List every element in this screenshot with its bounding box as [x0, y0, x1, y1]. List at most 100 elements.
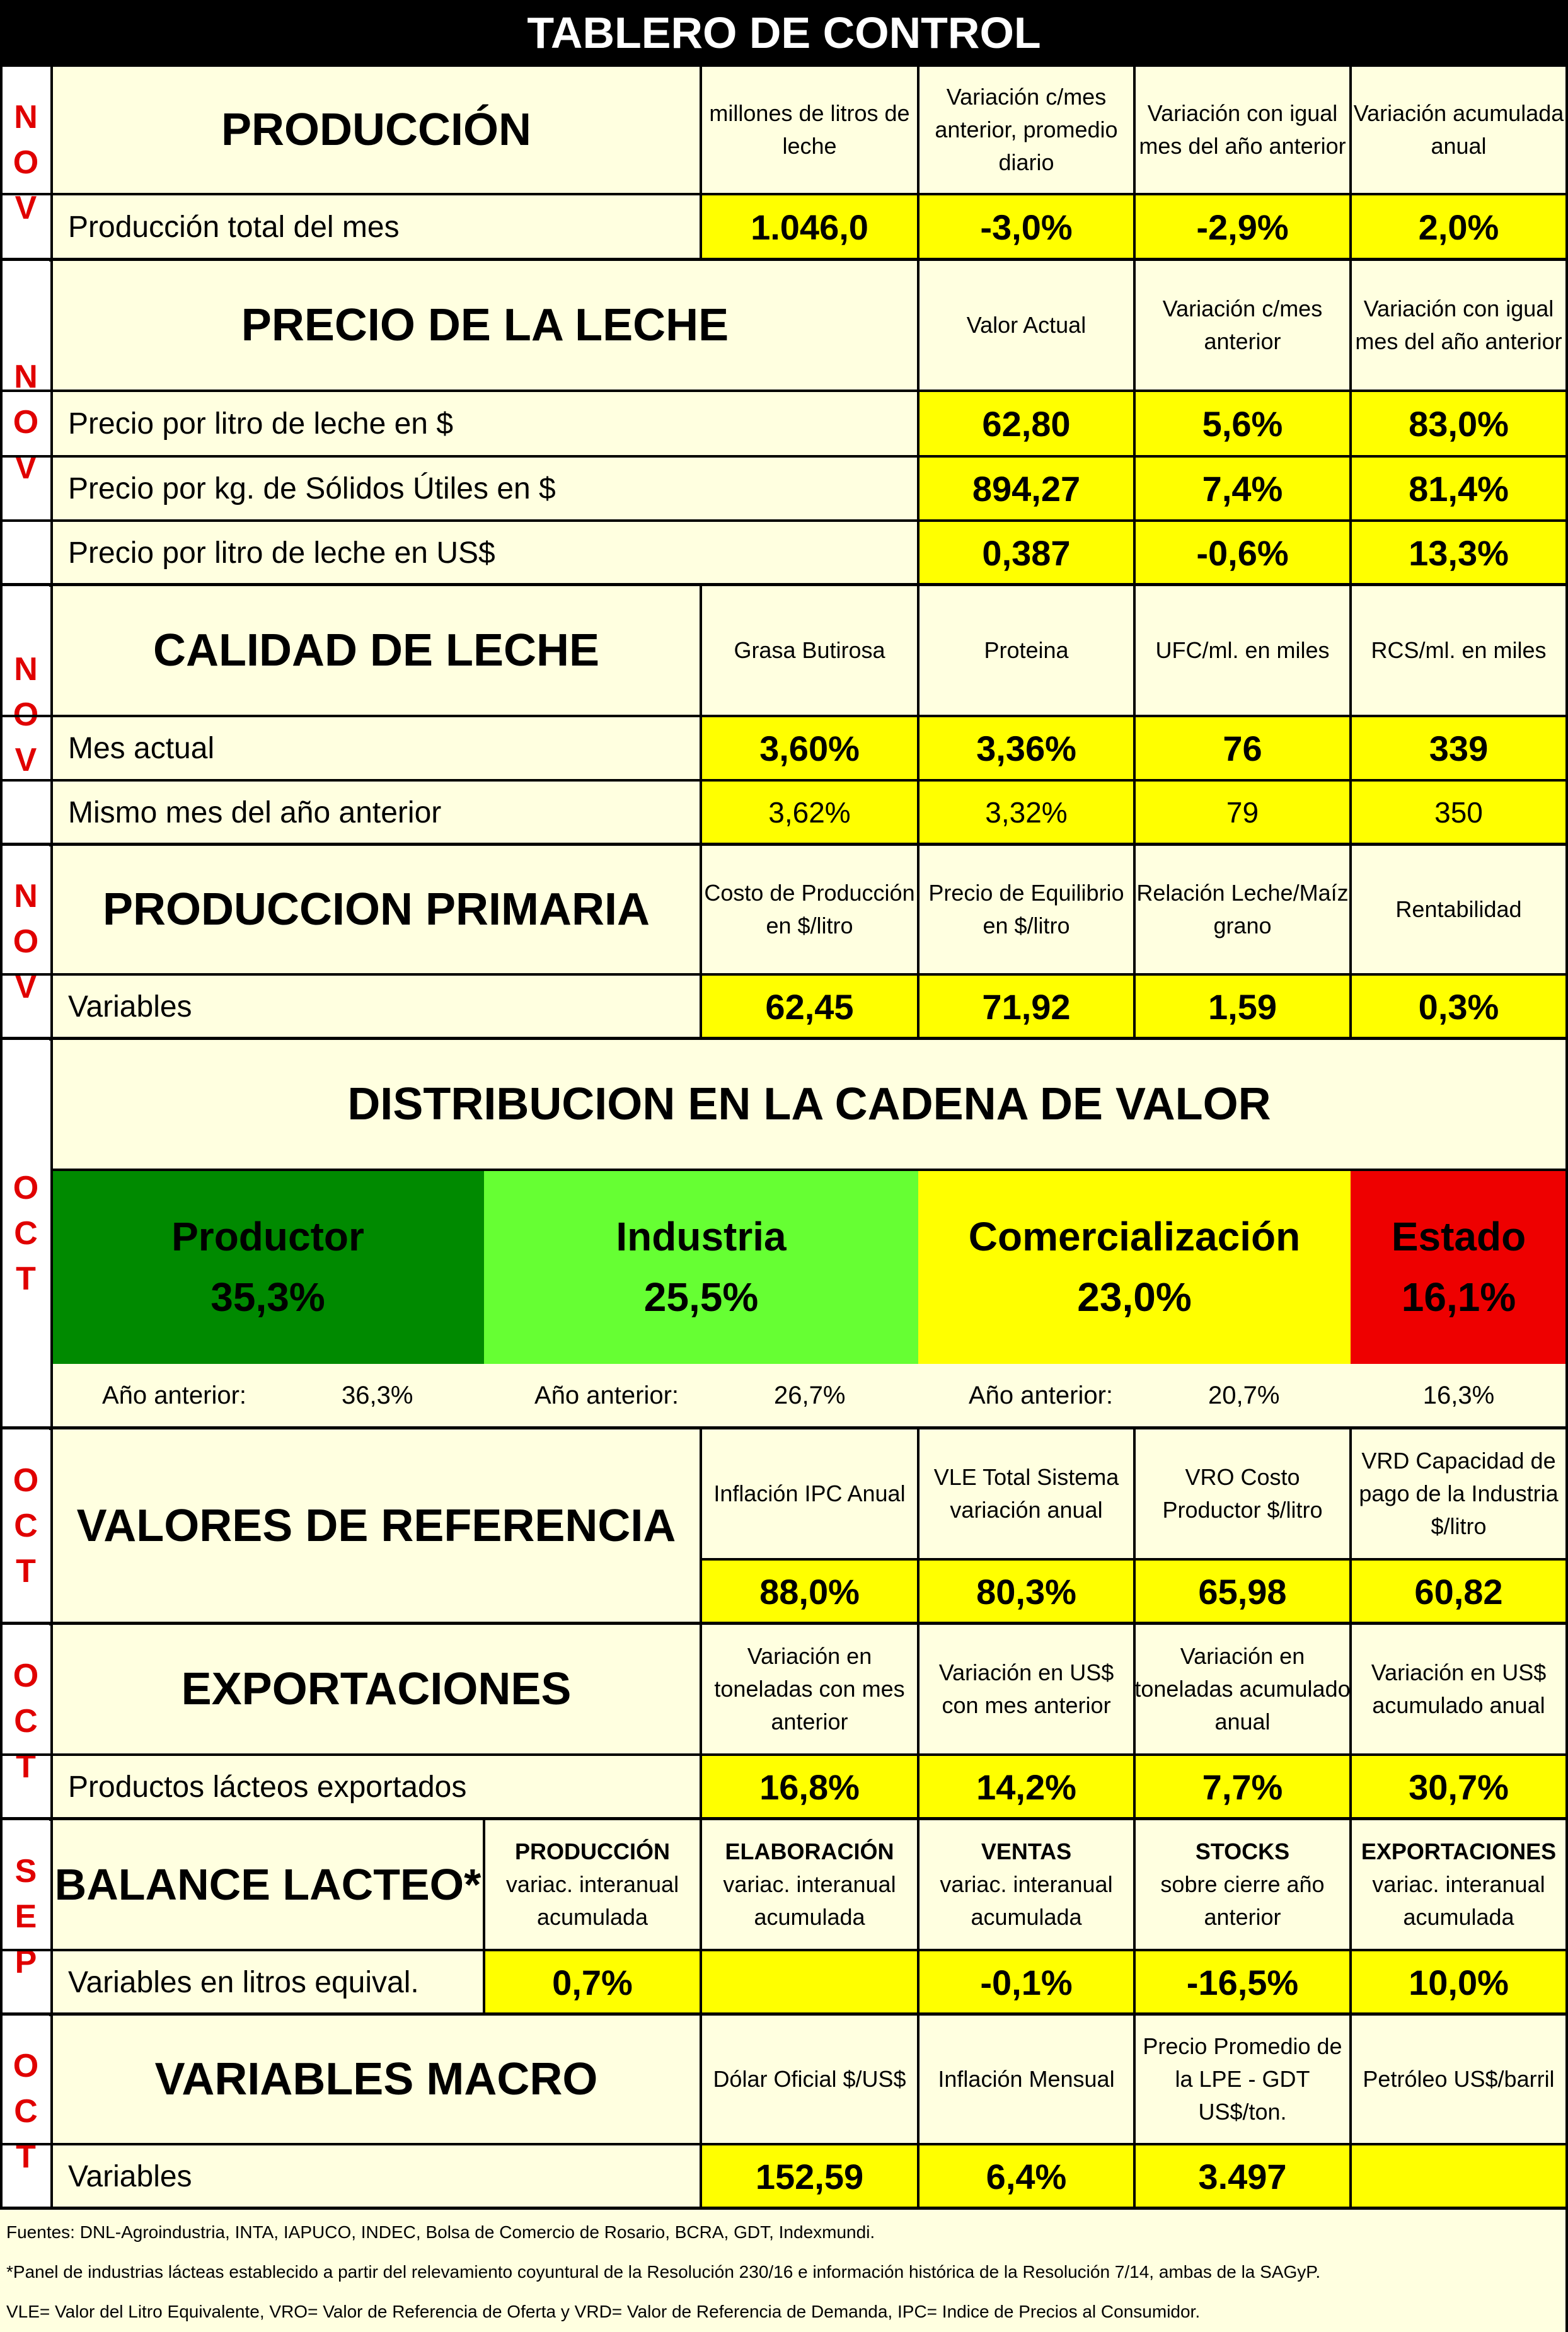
value-cell: 10,0%	[1351, 1950, 1567, 2014]
column-header: Variación en toneladas acumulado anual	[1134, 1624, 1351, 1755]
value-cell: 7,7%	[1134, 1755, 1351, 1819]
value-cell: 16,8%	[701, 1755, 918, 1819]
month-letter: V	[14, 449, 37, 486]
footnote: VLE= Valor del Litro Equivalente, VRO= V…	[6, 2302, 1201, 2321]
grid-line-v	[50, 1428, 53, 1624]
segment-name: Estado	[1391, 1214, 1526, 1259]
value-cell: 3,60%	[701, 716, 918, 780]
month-letter: O	[13, 1462, 39, 1499]
value-chain-segment: Industria 25,5%	[484, 1170, 918, 1364]
grid-line-v	[0, 0, 3, 2208]
grid-line-v	[1565, 585, 1568, 845]
section-title: PRODUCCIÓN	[52, 66, 701, 194]
column-header: Costo de Producción en $/litro	[701, 845, 918, 974]
value-cell: 3,32%	[918, 780, 1134, 845]
row-label: Mes actual	[52, 716, 701, 780]
month-letter: V	[14, 742, 37, 778]
grid-line-v	[917, 66, 919, 260]
column-header: Precio Promedio de la LPE - GDT US$/ton.	[1134, 2014, 1351, 2144]
month-letter: T	[16, 1553, 36, 1590]
column-header: VENTAS variac. interanual acumulada	[918, 1819, 1134, 1950]
column-header: Proteina	[918, 585, 1134, 716]
grid-line-v	[1133, 845, 1136, 1039]
value-cell: 30,7%	[1351, 1755, 1567, 1819]
row-label: Variables en litros equival.	[52, 1950, 484, 2014]
row-label: Productos lácteos exportados	[52, 1755, 701, 1819]
column-header: PRODUCCIÓN variac. interanual acumulada	[484, 1819, 701, 1950]
value-cell: 81,4%	[1351, 456, 1567, 521]
value-cell: 76	[1134, 716, 1351, 780]
column-header: Variación con igual mes del año anterior	[1351, 260, 1567, 391]
column-header: Petróleo US$/barril	[1351, 2014, 1567, 2144]
segment-name: Industria	[616, 1214, 787, 1259]
value-cell: 152,59	[701, 2144, 918, 2208]
board-title: TABLERO DE CONTROL	[0, 0, 1568, 66]
grid-line-v	[1133, 66, 1136, 260]
month-letter: N	[14, 359, 38, 395]
row-label: Precio por litro de leche en $	[52, 391, 918, 456]
grid-line-v	[1565, 845, 1568, 1039]
month-letter: C	[14, 1215, 38, 1252]
footer	[0, 2210, 1568, 2332]
column-header-subtitle: variac. interanual acumulada	[723, 1871, 896, 1930]
grid-line-v	[1349, 585, 1352, 845]
grid-line-v	[1133, 260, 1136, 585]
grid-line-v	[483, 1819, 485, 2014]
value-cell: 350	[1351, 780, 1567, 845]
month-letter: O	[13, 2048, 39, 2084]
segment-name: Comercialización	[968, 1214, 1301, 1259]
value-cell: 62,45	[701, 974, 918, 1039]
column-header-title: ELABORACIÓN	[725, 1838, 894, 1864]
segment-name: Productor	[171, 1214, 364, 1259]
grid-line-v	[1565, 1039, 1568, 1428]
footnote: Fuentes: DNL-Agroindustria, INTA, IAPUCO…	[6, 2222, 875, 2242]
prev-year-cell	[484, 1364, 918, 1428]
value-chain-segment: Comercialización 23,0%	[918, 1170, 1351, 1364]
grid-line-h	[0, 1037, 1568, 1040]
row-label: Variables	[52, 2144, 701, 2208]
value-cell: 65,98	[1134, 1559, 1351, 1624]
column-header: RCS/ml. en miles	[1351, 585, 1567, 716]
value-chain-segment: Estado 16,1%	[1351, 1170, 1567, 1364]
grid-line-h	[0, 1949, 1568, 1951]
grid-line-h	[0, 715, 1568, 717]
grid-line-v	[1133, 2014, 1136, 2208]
column-header: millones de litros de leche	[701, 66, 918, 194]
column-header: Inflación Mensual	[918, 2014, 1134, 2144]
month-letter: V	[14, 969, 37, 1005]
footnote: *Panel de industrias lácteas establecido…	[6, 2262, 1321, 2282]
value-cell: 3.497	[1134, 2144, 1351, 2208]
column-header-subtitle: sobre cierre año anterior	[1160, 1871, 1325, 1930]
grid-line-v	[1565, 1819, 1568, 2014]
column-header: Variación c/mes anterior	[1134, 260, 1351, 391]
grid-line-v	[917, 1428, 919, 1624]
grid-line-h	[0, 258, 1568, 261]
value-cell: -0,6%	[1134, 521, 1351, 585]
column-header: VRO Costo Productor $/litro	[1134, 1428, 1351, 1559]
value-cell: 6,4%	[918, 2144, 1134, 2208]
grid-line-v	[1349, 66, 1352, 260]
value-cell: -3,0%	[918, 194, 1134, 260]
value-cell: 0,387	[918, 521, 1134, 585]
grid-line-v	[1349, 1624, 1352, 1819]
month-letter: N	[14, 99, 38, 136]
value-cell: 3,36%	[918, 716, 1134, 780]
value-cell	[701, 1950, 918, 2014]
value-cell: 339	[1351, 716, 1567, 780]
value-cell: 2,0%	[1351, 194, 1567, 260]
month-letter: C	[14, 1508, 38, 1544]
grid-line-v	[1565, 2210, 1568, 2332]
grid-line-v	[1565, 1624, 1568, 1819]
grid-line-h	[0, 519, 1568, 522]
grid-line-v	[50, 585, 53, 845]
grid-line-v	[1349, 1428, 1352, 1624]
grid-line-h	[0, 455, 1568, 458]
grid-line-v	[700, 2014, 702, 2208]
grid-line-h	[0, 2013, 1568, 2016]
value-cell: -0,1%	[918, 1950, 1134, 2014]
grid-line-v	[1133, 1428, 1136, 1624]
